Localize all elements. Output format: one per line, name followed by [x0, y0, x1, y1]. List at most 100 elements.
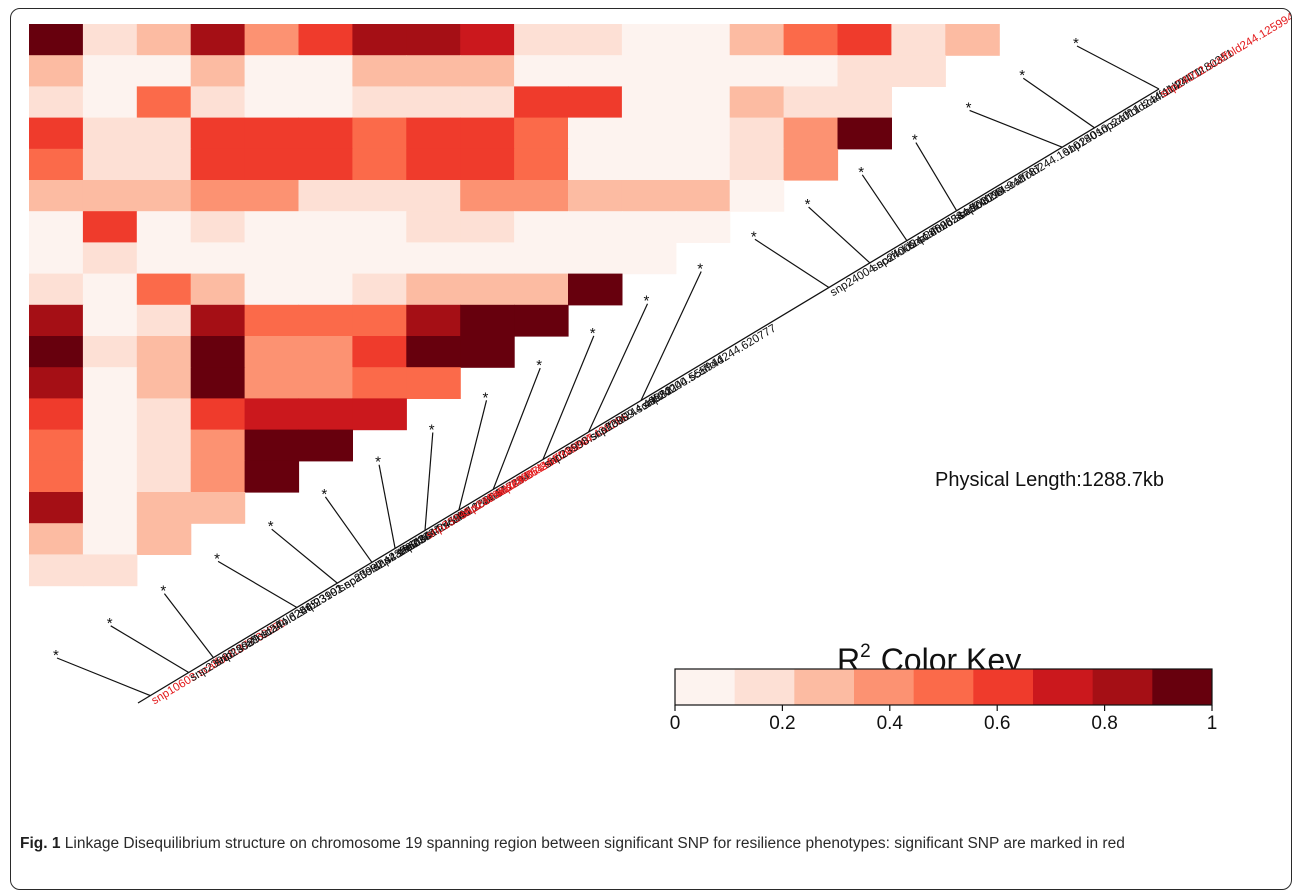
snp-star: * [858, 164, 864, 181]
ld-cell-r12-c2 [136, 398, 192, 431]
ld-cell-r6-c0 [29, 211, 84, 243]
ld-cell-r11-c2 [136, 367, 192, 399]
snp-star: * [429, 422, 435, 439]
ld-cell-r13-c2 [136, 429, 192, 462]
ld-cell-r8-c0 [29, 273, 84, 306]
ld-cell-r1-c2 [136, 55, 192, 87]
snp-connector [915, 142, 958, 212]
ld-cell-r5-c2 [136, 180, 192, 212]
ld-cell-r5-c6 [352, 180, 407, 212]
ld-cell-r5-c8 [460, 180, 515, 212]
ld-cell-r5-c13 [729, 180, 785, 212]
color-key-tick-label: 1 [1207, 713, 1218, 734]
ld-cell-r3-c6 [352, 117, 407, 150]
ld-cell-r4-c14 [783, 148, 839, 181]
ld-cell-r14-c1 [82, 460, 138, 493]
ld-cell-r0-c0 [29, 24, 84, 56]
color-key-tick-label: 0 [670, 713, 681, 734]
ld-cell-r5-c11 [621, 180, 677, 212]
ld-cell-r1-c16 [891, 55, 946, 87]
ld-cell-r14-c2 [136, 460, 192, 493]
ld-cell-r11-c0 [29, 367, 84, 399]
ld-cell-r2-c15 [837, 86, 892, 119]
snp-star: * [53, 647, 59, 664]
ld-cell-r10-c5 [298, 336, 353, 368]
ld-cell-r8-c5 [298, 273, 353, 306]
ld-plot: * snp10603.scaffold1377.32250* snp23988.sc… [29, 9, 1291, 734]
ld-cell-r9-c9 [514, 304, 569, 337]
ld-cell-r0-c5 [298, 24, 353, 56]
color-key-bin [734, 669, 795, 705]
ld-cell-r5-c5 [298, 180, 353, 212]
ld-cell-r7-c11 [621, 242, 677, 275]
snp-star: * [1073, 35, 1079, 52]
color-key-bin [1152, 669, 1213, 705]
ld-cell-r9-c4 [244, 304, 300, 337]
ld-cell-r7-c2 [136, 242, 192, 275]
color-key-tick-label: 0.2 [769, 713, 795, 734]
ld-cell-r0-c4 [244, 24, 300, 56]
ld-cell-r8-c1 [82, 273, 138, 306]
ld-cell-r6-c1 [82, 211, 138, 243]
snp-star: * [375, 454, 381, 471]
color-key-ticks: 0 0.2 0.4 0.6 0.8 1 [670, 705, 1218, 734]
ld-cell-r4-c5 [298, 148, 353, 181]
color-key-border [674, 668, 1213, 706]
ld-cell-r6-c5 [298, 211, 353, 243]
ld-cell-r9-c5 [298, 304, 353, 337]
ld-cell-r3-c8 [460, 117, 515, 150]
ld-cell-r3-c13 [729, 117, 785, 150]
ld-cell-r4-c12 [675, 148, 731, 181]
ld-cell-r3-c7 [406, 117, 461, 150]
ld-cell-r9-c6 [352, 304, 407, 337]
ld-cell-r17-c0 [29, 554, 84, 587]
ld-cell-r0-c1 [82, 24, 138, 56]
snp-star: * [590, 325, 596, 342]
color-key-bin [913, 669, 974, 705]
ld-cell-r15-c3 [190, 492, 246, 524]
ld-cell-r7-c5 [298, 242, 353, 275]
ld-cell-r0-c14 [783, 24, 839, 56]
ld-cell-r0-c17 [945, 24, 1000, 56]
ld-cell-r15-c1 [82, 492, 138, 524]
ld-cell-r6-c3 [190, 211, 246, 243]
ld-cell-r11-c7 [406, 367, 461, 399]
ld-cell-r13-c5 [298, 429, 353, 462]
ld-cell-r3-c3 [190, 117, 246, 150]
color-key-bins [674, 668, 1213, 706]
ld-cell-r10-c2 [136, 336, 192, 368]
color-key-tick-label: 0.8 [1091, 713, 1117, 734]
snp-star: * [697, 261, 703, 278]
snp-connector [378, 464, 396, 549]
ld-cell-r1-c5 [298, 55, 353, 87]
snp-connector [542, 335, 595, 460]
figure-frame: * snp10603.scaffold1377.32250 * snp23988.sc… [10, 8, 1292, 890]
ld-cell-r10-c6 [352, 336, 407, 368]
snp-star: * [751, 228, 757, 245]
ld-cell-r5-c7 [406, 180, 461, 212]
snp-connector [492, 367, 541, 490]
snp-connector [587, 303, 649, 433]
ld-cell-r5-c1 [82, 180, 138, 212]
ld-cell-r8-c6 [352, 273, 407, 306]
ld-cell-r4-c2 [136, 148, 192, 181]
ld-cell-r6-c7 [406, 211, 461, 243]
ld-cell-r5-c3 [190, 180, 246, 212]
ld-cell-r1-c9 [514, 55, 569, 87]
ld-cell-r10-c1 [82, 336, 138, 368]
ld-cell-r7-c8 [460, 242, 515, 275]
ld-cell-r0-c3 [190, 24, 246, 56]
ld-cell-r6-c2 [136, 211, 192, 243]
ld-cell-r0-c10 [568, 24, 623, 56]
ld-cell-r4-c10 [568, 148, 623, 181]
ld-cell-r1-c12 [675, 55, 731, 87]
ld-cell-r12-c3 [190, 398, 246, 431]
snp-star: * [1019, 67, 1025, 84]
ld-cell-r3-c9 [514, 117, 569, 150]
snp-connector [1076, 45, 1160, 90]
ld-cell-r16-c1 [82, 523, 138, 555]
ld-cell-r1-c1 [82, 55, 138, 87]
snp-star: * [483, 389, 489, 406]
snp-connector [271, 528, 338, 584]
ld-cell-r2-c11 [621, 86, 677, 119]
